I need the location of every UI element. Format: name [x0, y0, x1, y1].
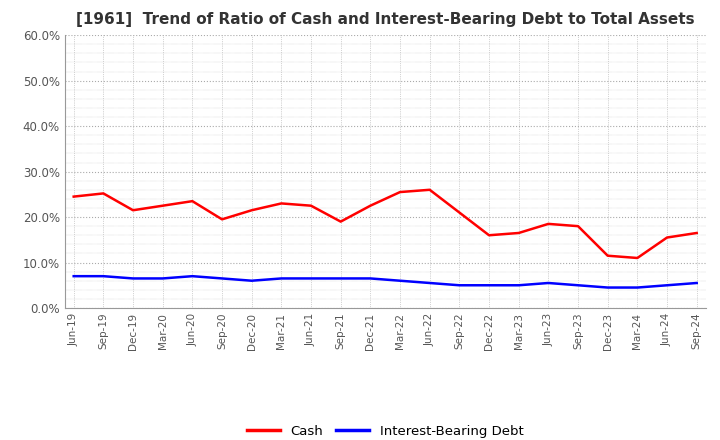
- Interest-Bearing Debt: [277, 276, 286, 281]
- Cash: [69, 194, 78, 199]
- Cash: [188, 198, 197, 204]
- Cash: [426, 187, 434, 192]
- Interest-Bearing Debt: [188, 274, 197, 279]
- Interest-Bearing Debt: [455, 282, 464, 288]
- Cash: [396, 189, 405, 194]
- Cash: [662, 235, 671, 240]
- Interest-Bearing Debt: [217, 276, 226, 281]
- Title: [1961]  Trend of Ratio of Cash and Interest-Bearing Debt to Total Assets: [1961] Trend of Ratio of Cash and Intere…: [76, 12, 695, 27]
- Interest-Bearing Debt: [396, 278, 405, 283]
- Interest-Bearing Debt: [69, 274, 78, 279]
- Interest-Bearing Debt: [426, 280, 434, 286]
- Cash: [603, 253, 612, 258]
- Legend: Cash, Interest-Bearing Debt: Cash, Interest-Bearing Debt: [241, 420, 529, 440]
- Line: Interest-Bearing Debt: Interest-Bearing Debt: [73, 276, 697, 288]
- Cash: [574, 224, 582, 229]
- Interest-Bearing Debt: [633, 285, 642, 290]
- Cash: [336, 219, 345, 224]
- Cash: [248, 208, 256, 213]
- Interest-Bearing Debt: [336, 276, 345, 281]
- Cash: [307, 203, 315, 209]
- Cash: [129, 208, 138, 213]
- Cash: [217, 216, 226, 222]
- Cash: [455, 210, 464, 215]
- Interest-Bearing Debt: [574, 282, 582, 288]
- Interest-Bearing Debt: [129, 276, 138, 281]
- Cash: [693, 230, 701, 235]
- Interest-Bearing Debt: [248, 278, 256, 283]
- Line: Cash: Cash: [73, 190, 697, 258]
- Cash: [366, 203, 374, 209]
- Cash: [633, 255, 642, 260]
- Interest-Bearing Debt: [485, 282, 493, 288]
- Interest-Bearing Debt: [514, 282, 523, 288]
- Interest-Bearing Debt: [158, 276, 167, 281]
- Interest-Bearing Debt: [307, 276, 315, 281]
- Cash: [485, 233, 493, 238]
- Cash: [277, 201, 286, 206]
- Cash: [158, 203, 167, 209]
- Cash: [99, 191, 108, 196]
- Cash: [544, 221, 553, 227]
- Interest-Bearing Debt: [99, 274, 108, 279]
- Interest-Bearing Debt: [366, 276, 374, 281]
- Interest-Bearing Debt: [603, 285, 612, 290]
- Interest-Bearing Debt: [544, 280, 553, 286]
- Interest-Bearing Debt: [662, 282, 671, 288]
- Interest-Bearing Debt: [693, 280, 701, 286]
- Cash: [514, 230, 523, 235]
